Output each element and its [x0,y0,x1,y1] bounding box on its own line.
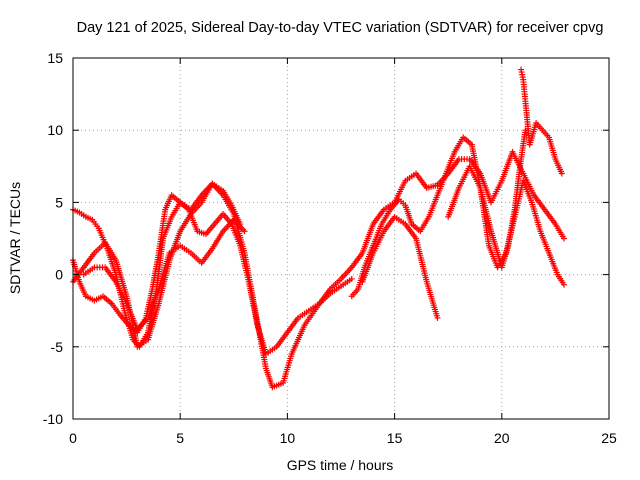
series-track-e [348,134,567,300]
plot-frame [72,57,610,420]
series-track-h [518,66,565,177]
x-tick-label: 5 [176,430,184,446]
series-track-g [445,127,529,271]
grid-lines [73,58,609,419]
x-tick-label: 25 [601,430,617,446]
series-track-c [70,180,244,336]
series-track-a [70,148,567,391]
y-tick-label: 5 [55,194,63,210]
data-point [560,235,567,242]
data-point [241,228,248,235]
y-tick-labels: -10 -5 0 5 10 15 [43,50,63,427]
x-tick-label: 0 [69,430,77,446]
x-tick-label: 10 [280,430,296,446]
series-track-f [359,213,441,321]
data-point [348,275,355,282]
data-point [558,170,565,177]
x-tick-labels: 0 5 10 15 20 25 [69,430,617,446]
x-axis-label: GPS time / hours [287,457,394,473]
y-tick-label: -5 [51,339,64,355]
y-tick-label: -10 [43,411,63,427]
y-tick-label: 10 [47,122,63,138]
data-point [434,314,441,321]
y-tick-label: 0 [55,267,63,283]
data-points [70,66,567,391]
axis-ticks [72,57,610,420]
y-axis-label: SDTVAR / TECUs [7,182,23,294]
x-tick-label: 20 [494,430,510,446]
chart-title: Day 121 of 2025, Sidereal Day-to-day VTE… [77,20,604,36]
y-tick-label: 15 [47,50,63,66]
x-tick-label: 15 [387,430,403,446]
data-point [560,281,567,288]
series-track-d [80,216,248,333]
